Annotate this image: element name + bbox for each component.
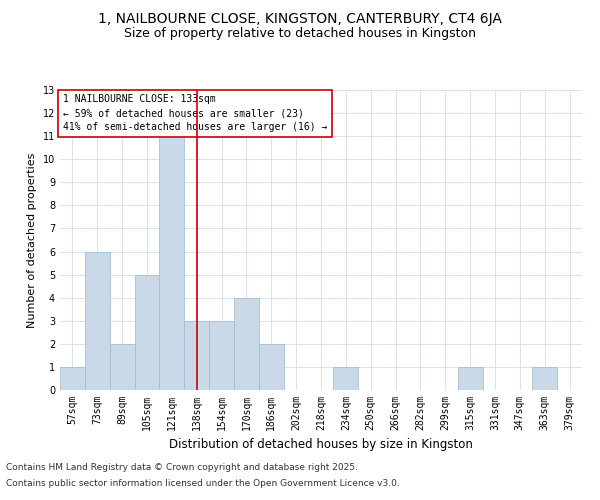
Bar — [160, 136, 184, 390]
Bar — [209, 321, 234, 390]
Text: 1, NAILBOURNE CLOSE, KINGSTON, CANTERBURY, CT4 6JA: 1, NAILBOURNE CLOSE, KINGSTON, CANTERBUR… — [98, 12, 502, 26]
Bar — [60, 367, 85, 390]
Y-axis label: Number of detached properties: Number of detached properties — [27, 152, 37, 328]
Bar — [85, 252, 110, 390]
Bar — [334, 367, 358, 390]
Bar — [259, 344, 284, 390]
Text: 1 NAILBOURNE CLOSE: 133sqm
← 59% of detached houses are smaller (23)
41% of semi: 1 NAILBOURNE CLOSE: 133sqm ← 59% of deta… — [62, 94, 327, 132]
Bar — [532, 367, 557, 390]
Bar — [110, 344, 134, 390]
Bar — [458, 367, 482, 390]
Text: Size of property relative to detached houses in Kingston: Size of property relative to detached ho… — [124, 28, 476, 40]
Bar — [184, 321, 209, 390]
Bar — [234, 298, 259, 390]
X-axis label: Distribution of detached houses by size in Kingston: Distribution of detached houses by size … — [169, 438, 473, 452]
Text: Contains public sector information licensed under the Open Government Licence v3: Contains public sector information licen… — [6, 478, 400, 488]
Bar — [134, 274, 160, 390]
Text: Contains HM Land Registry data © Crown copyright and database right 2025.: Contains HM Land Registry data © Crown c… — [6, 464, 358, 472]
